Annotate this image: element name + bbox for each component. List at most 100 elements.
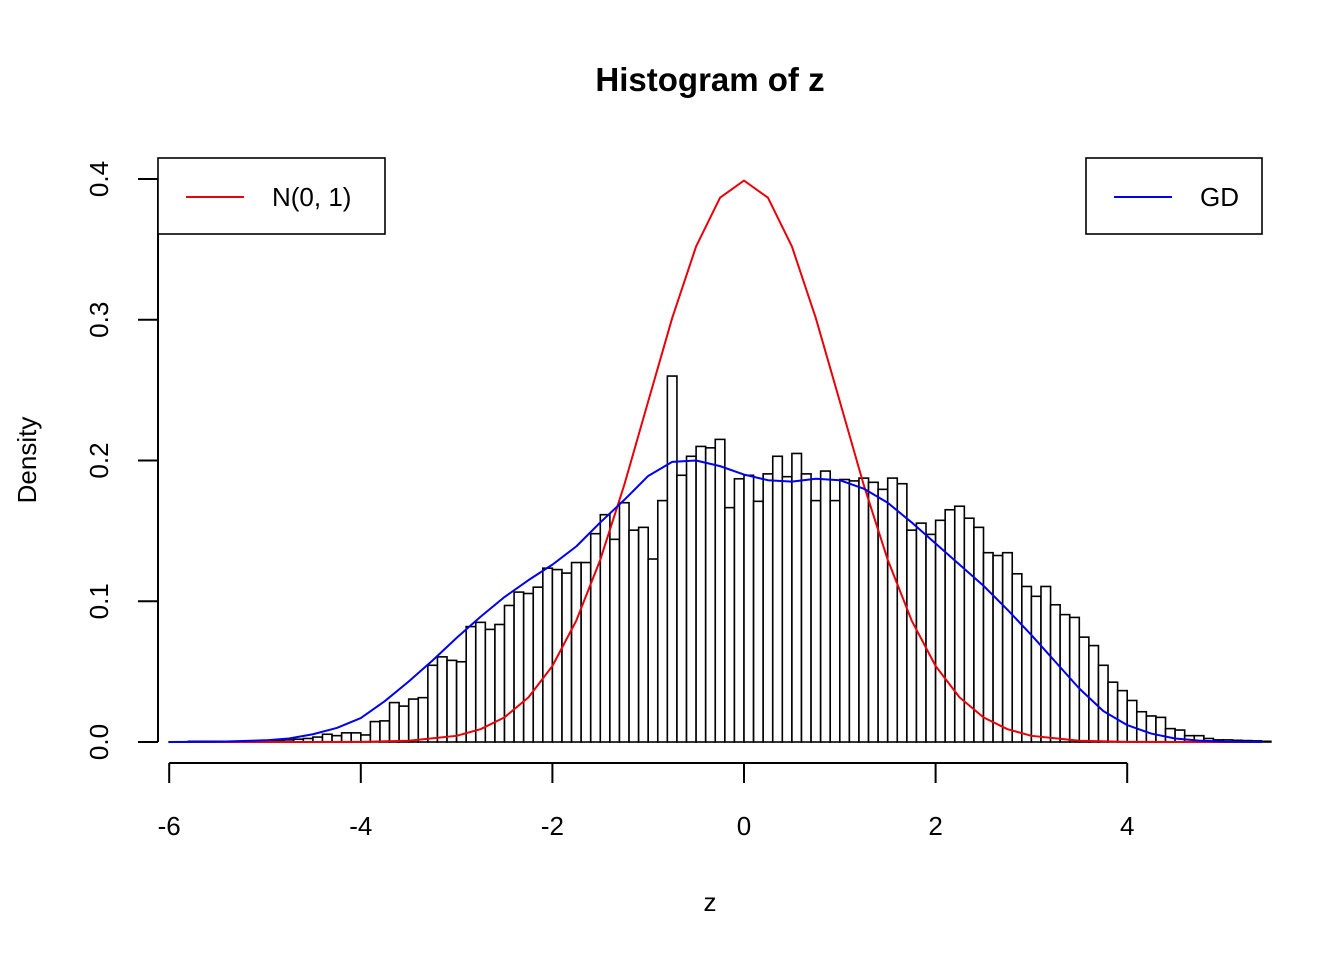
x-axis: -6 -4 -2 0 2 4 (158, 762, 1134, 841)
histogram-bar (1040, 585, 1052, 743)
histogram-bar (350, 732, 362, 743)
histogram-bar (743, 474, 755, 743)
histogram-bar (838, 478, 851, 743)
histogram-bar (1030, 595, 1042, 743)
x-tick-label: -2 (541, 811, 564, 841)
histogram-bar (388, 701, 400, 743)
histogram-bar (609, 538, 621, 743)
histogram-bar (513, 591, 525, 743)
histogram-bar (982, 551, 994, 743)
x-tick-label: 0 (737, 811, 751, 841)
histogram-bar (1011, 572, 1023, 743)
legend-normal: N(0, 1) (157, 157, 386, 235)
histogram-bar (925, 533, 937, 743)
histogram-bar (781, 475, 793, 743)
histogram-bar (1164, 727, 1176, 743)
histogram-bar (407, 698, 420, 743)
histogram-bar (771, 455, 784, 743)
histogram-bar (599, 513, 611, 743)
histogram-bar (704, 447, 717, 743)
histogram-bar (1001, 551, 1014, 743)
histogram-bar (896, 482, 908, 743)
histogram-bar (474, 621, 487, 743)
histogram-bar (934, 519, 946, 743)
histogram-bar (618, 501, 630, 743)
histogram-bar (810, 499, 822, 743)
y-tick-label: 0.2 (84, 442, 114, 478)
y-tick-label: 0.1 (84, 583, 114, 619)
histogram-bar (570, 561, 582, 743)
histogram-bar (1088, 644, 1100, 743)
histogram-bar (877, 488, 889, 743)
histogram-bar (503, 604, 515, 743)
x-tick-label: 2 (928, 811, 942, 841)
chart-title: Histogram of z (595, 61, 824, 98)
histogram-bar (1155, 716, 1167, 743)
histogram-bar (992, 554, 1004, 743)
histogram-bar (685, 455, 697, 743)
histogram-bar (762, 473, 774, 743)
histogram-bar (637, 526, 649, 743)
histogram-bar (465, 625, 477, 743)
histogram-bar (886, 477, 899, 743)
histogram-bar (848, 480, 860, 743)
histogram-bar (1107, 681, 1119, 743)
y-tick-label: 0.3 (84, 302, 114, 338)
histogram-bar (561, 572, 573, 743)
histogram-bar (858, 477, 870, 743)
histogram-bar (1260, 740, 1272, 743)
histogram-bar (1021, 585, 1033, 743)
x-axis-label: z (704, 887, 717, 917)
density-curves (168, 179, 1263, 743)
histogram-bar (1116, 689, 1128, 743)
histogram-bar (724, 506, 736, 743)
histogram-bars (187, 375, 1272, 743)
histogram-bar (542, 567, 554, 743)
histogram-bar (427, 664, 439, 743)
histogram-bar (446, 659, 458, 743)
histogram-bar (1145, 715, 1157, 743)
histogram-bar (867, 481, 879, 743)
histogram-bar (819, 470, 832, 743)
histogram-bar (906, 529, 918, 743)
histogram-bar (1135, 710, 1148, 743)
histogram-bar (379, 720, 391, 743)
histogram-bar (417, 696, 429, 743)
legend-gd-label: GD (1200, 182, 1239, 212)
histogram-bar (532, 586, 544, 743)
gd-density-curve (168, 459, 1263, 743)
histogram-bar (1126, 699, 1138, 743)
histogram-bar (647, 558, 659, 743)
histogram-bar (436, 656, 448, 743)
histogram-bar (1049, 603, 1061, 743)
histogram-bar (522, 592, 535, 743)
histogram-bar (494, 623, 506, 743)
histogram-bar (733, 477, 745, 743)
histogram-bar (800, 473, 812, 743)
legend-normal-label: N(0, 1) (272, 182, 351, 212)
histogram-bar (1097, 664, 1109, 743)
y-tick-label: 0.0 (84, 724, 114, 760)
normal-density-curve (168, 179, 1263, 743)
histogram-bar (1059, 613, 1071, 743)
histogram-bar (321, 733, 333, 743)
histogram-bar (944, 508, 956, 743)
histogram-bar (398, 705, 410, 743)
histogram-bar (340, 732, 353, 743)
x-tick-label: 4 (1120, 811, 1134, 841)
legend-gd: GD (1085, 157, 1263, 235)
histogram-bar (752, 500, 764, 743)
histogram-bar (695, 445, 707, 743)
y-axis: 0.0 0.1 0.2 0.3 0.4 (84, 161, 159, 760)
histogram-bar (666, 375, 678, 743)
x-tick-label: -4 (349, 811, 372, 841)
histogram-bar (791, 452, 803, 743)
histogram-bar (628, 529, 640, 743)
x-tick-label: -6 (158, 811, 181, 841)
histogram-bar (369, 720, 381, 743)
histogram-bar (656, 499, 669, 743)
y-tick-label: 0.4 (84, 161, 114, 197)
histogram-bar (676, 474, 688, 743)
y-axis-label: Density (12, 417, 42, 504)
